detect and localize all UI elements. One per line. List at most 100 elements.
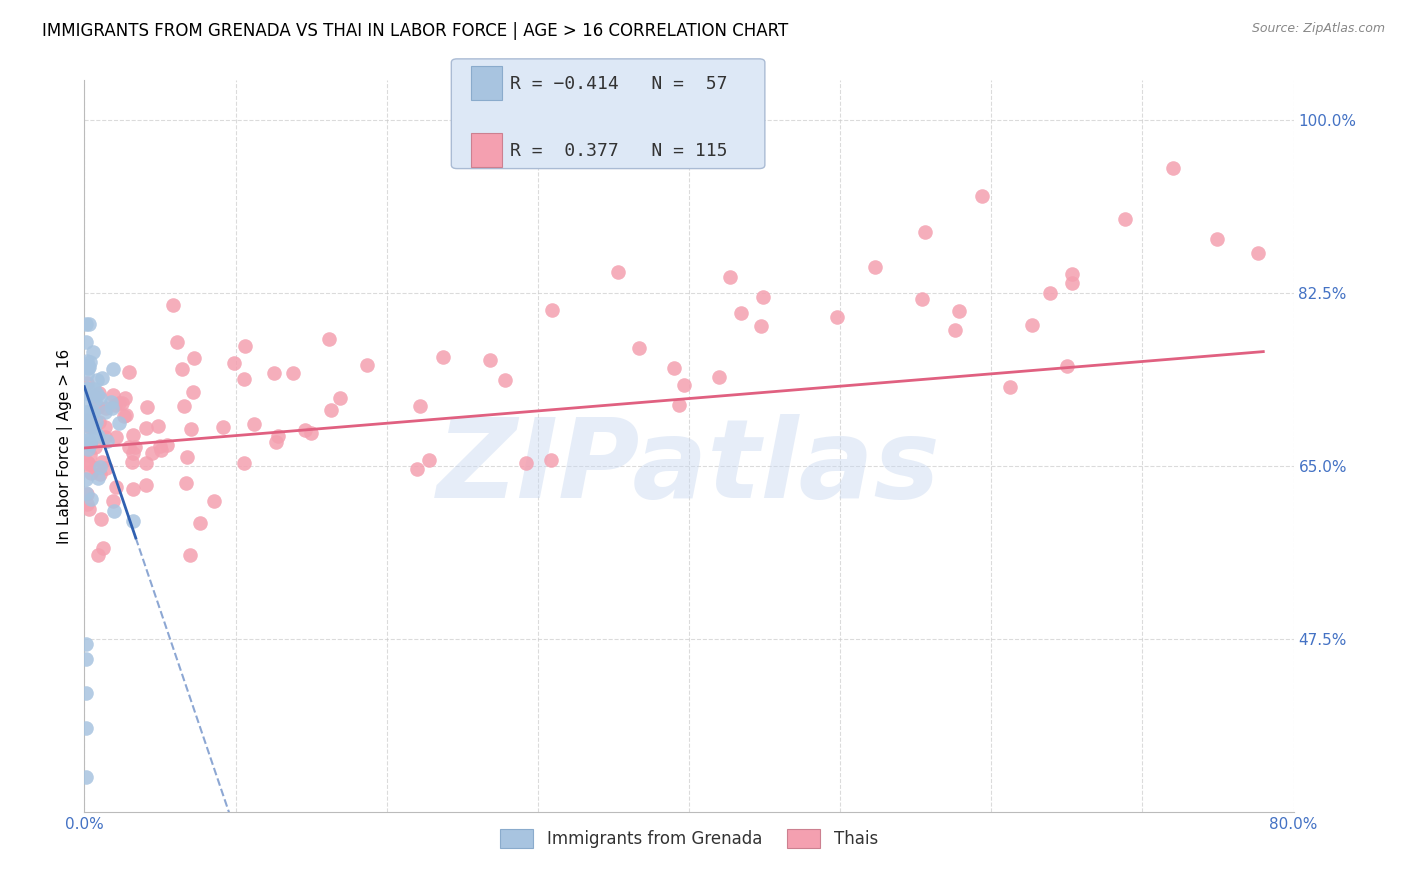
Point — [266, 434, 288, 449]
Point — [121, 514, 143, 528]
Point — [672, 378, 695, 392]
Point — [80, 406, 103, 420]
Point — [79, 386, 101, 401]
Point — [329, 392, 352, 406]
Point — [101, 494, 124, 508]
Point — [82, 405, 104, 419]
Point — [76, 497, 98, 511]
Point — [176, 450, 198, 464]
Point — [515, 456, 537, 470]
Point — [79, 420, 101, 434]
Point — [418, 453, 440, 467]
Point — [75, 317, 97, 331]
Point — [998, 380, 1021, 394]
Point — [281, 366, 304, 380]
Point — [162, 298, 184, 312]
Point — [100, 394, 122, 409]
Point — [111, 395, 134, 409]
Point — [914, 225, 936, 239]
Point — [76, 455, 98, 469]
Point — [75, 405, 97, 419]
Point — [1114, 211, 1136, 226]
Point — [170, 361, 193, 376]
Point — [1021, 318, 1043, 332]
Point — [202, 494, 225, 508]
Point — [87, 415, 110, 429]
Point — [356, 358, 378, 372]
Point — [105, 480, 128, 494]
Point — [76, 354, 98, 368]
Point — [75, 472, 97, 486]
Point — [183, 351, 205, 365]
Point — [86, 426, 108, 441]
Point — [94, 420, 117, 434]
Point — [1056, 359, 1078, 373]
Point — [299, 425, 322, 440]
Point — [181, 385, 204, 400]
Point — [94, 430, 117, 444]
Point — [80, 418, 103, 433]
Point — [79, 355, 101, 369]
Point — [75, 721, 97, 735]
Point — [233, 371, 256, 385]
Point — [75, 770, 97, 784]
Point — [1161, 161, 1184, 176]
Point — [121, 455, 143, 469]
Point — [75, 381, 97, 395]
Point — [83, 461, 105, 475]
Point — [94, 405, 117, 419]
Point — [263, 366, 285, 380]
Point — [318, 332, 340, 346]
Point — [124, 440, 146, 454]
Point — [108, 417, 131, 431]
Point — [87, 548, 110, 562]
Point — [540, 452, 562, 467]
Point — [136, 401, 159, 415]
Point — [863, 260, 886, 274]
Point — [135, 478, 157, 492]
Point — [83, 383, 105, 397]
Point — [84, 440, 107, 454]
Legend: Immigrants from Grenada, Thais: Immigrants from Grenada, Thais — [494, 822, 884, 855]
Point — [751, 290, 773, 304]
Point — [75, 686, 97, 700]
Point — [89, 467, 111, 481]
Point — [266, 429, 288, 443]
Point — [79, 437, 101, 451]
Point — [77, 414, 100, 428]
Point — [103, 504, 125, 518]
Point — [84, 393, 107, 408]
Text: IMMIGRANTS FROM GRENADA VS THAI IN LABOR FORCE | AGE > 16 CORRELATION CHART: IMMIGRANTS FROM GRENADA VS THAI IN LABOR… — [42, 22, 789, 40]
Point — [76, 487, 98, 501]
Point — [1060, 277, 1083, 291]
Point — [79, 386, 101, 401]
Point — [79, 435, 101, 450]
Point — [122, 428, 145, 442]
Point — [101, 388, 124, 402]
Point — [75, 651, 97, 665]
Point — [100, 401, 122, 415]
Point — [76, 368, 98, 382]
Point — [432, 350, 454, 364]
Point — [173, 399, 195, 413]
Point — [86, 373, 108, 387]
Point — [76, 359, 98, 373]
Point — [76, 376, 98, 390]
Point — [911, 292, 934, 306]
Point — [76, 413, 98, 427]
Point — [86, 387, 108, 401]
Point — [149, 439, 172, 453]
Point — [118, 440, 141, 454]
Point — [408, 399, 430, 413]
Point — [540, 303, 562, 318]
Point — [96, 401, 118, 415]
Point — [76, 382, 98, 396]
Point — [77, 433, 100, 447]
Point — [96, 434, 118, 448]
Point — [101, 362, 124, 376]
Point — [75, 430, 97, 444]
Point — [89, 459, 111, 474]
Point — [662, 361, 685, 376]
Point — [148, 419, 170, 434]
Point — [82, 345, 104, 359]
